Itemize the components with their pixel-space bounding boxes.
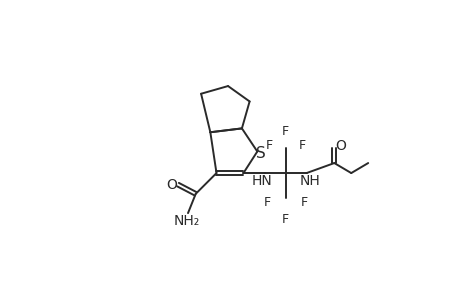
Text: F: F <box>282 213 289 226</box>
Text: F: F <box>282 125 289 138</box>
Text: F: F <box>265 139 273 152</box>
Text: NH₂: NH₂ <box>173 214 199 228</box>
Text: HN: HN <box>251 174 272 188</box>
Text: NH: NH <box>299 174 319 188</box>
Text: O: O <box>166 178 177 192</box>
Text: F: F <box>300 196 307 209</box>
Text: F: F <box>263 196 270 209</box>
Text: S: S <box>256 146 265 160</box>
Text: O: O <box>334 139 345 153</box>
Text: F: F <box>298 139 305 152</box>
